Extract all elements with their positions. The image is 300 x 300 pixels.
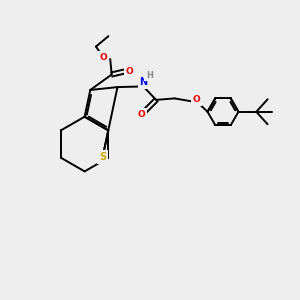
Text: O: O	[193, 95, 200, 104]
Text: S: S	[99, 152, 106, 162]
Text: O: O	[100, 53, 107, 62]
Text: O: O	[137, 110, 145, 119]
Text: O: O	[126, 67, 134, 76]
Text: H: H	[146, 71, 153, 80]
Text: N: N	[139, 77, 147, 87]
